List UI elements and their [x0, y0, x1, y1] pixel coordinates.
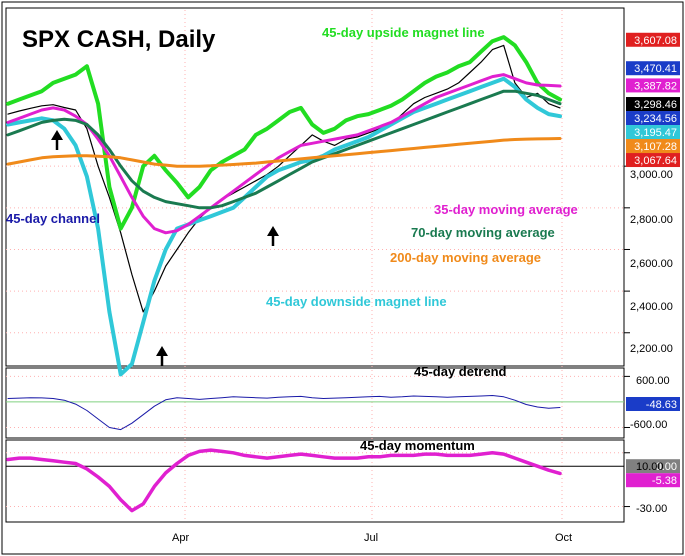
price-value-badge-7: 3,067.64	[626, 153, 680, 168]
momentum-value-badge-0: 0.00	[626, 459, 680, 474]
price-value-badge-4: 3,234.56	[626, 111, 680, 126]
x-tick-label-jul: Jul	[364, 532, 378, 544]
series-200-day-moving-average-line	[6, 137, 562, 168]
price-value-badge-text-5: 3,195.47	[634, 127, 677, 139]
price-value-badge-bg-2	[626, 78, 680, 93]
detrend-y-tick-label-minus600: -600.00	[630, 419, 667, 431]
price-value-badge-text-3: 3,298.46	[634, 99, 677, 111]
series-35-day-moving-average-line	[6, 73, 562, 235]
price-value-badge-3: 3,298.46	[626, 97, 680, 112]
price-value-badge-0: 3,607.08	[626, 32, 680, 47]
series-45-day-detrend-line	[7, 395, 561, 431]
series-45-day-downside-magnet-line-line	[6, 76, 562, 377]
price-value-badge-bg-6	[626, 139, 680, 154]
price-value-badge-text-6: 3,107.28	[634, 141, 677, 153]
momentum-y-tick-label-minus30: -30.00	[636, 503, 667, 515]
price-value-badge-text-1: 3,470.41	[634, 63, 677, 75]
chart-title: SPX CASH, Daily	[22, 26, 216, 53]
y-tick-label-3000: 3,000.00	[630, 169, 673, 181]
x-tick-label-apr: Apr	[172, 532, 189, 544]
price-value-badge-bg-1	[626, 61, 680, 76]
momentum-value-badge-text-0: 0.00	[656, 461, 677, 473]
price-value-badge-bg-7	[626, 153, 680, 168]
detrend-y-tick-label-600: 600.00	[636, 375, 670, 387]
annotation-35day-ma: 35-day moving average	[434, 202, 578, 217]
y-tick-label-2200: 2,200.00	[630, 343, 673, 355]
annotation-200day-ma: 200-day moving average	[390, 250, 541, 265]
annotation-downside-magnet: 45-day downside magnet line	[266, 294, 447, 309]
low-arrow-3	[267, 226, 279, 246]
price-value-badge-text-2: 3,387.82	[634, 80, 677, 92]
momentum-value-badge-1: -5.38	[626, 473, 680, 488]
annotation-upside-magnet: 45-day upside magnet line	[322, 25, 485, 40]
series-45-day-upside-magnet-line-line	[6, 35, 562, 231]
momentum-value-badge-text-1: -5.38	[652, 475, 677, 487]
detrend-panel-title: 45-day detrend	[414, 364, 507, 379]
price-value-badge-2: 3,387.82	[626, 78, 680, 93]
price-value-badge-5: 3,195.47	[626, 125, 680, 140]
y-tick-label-2400: 2,400.00	[630, 301, 673, 313]
price-value-badge-bg-0	[626, 32, 680, 47]
x-tick-label-oct: Oct	[555, 532, 572, 544]
price-value-badge-bg-4	[626, 111, 680, 126]
price-value-badge-bg-5	[626, 125, 680, 140]
price-value-badge-6: 3,107.28	[626, 139, 680, 154]
y-tick-label-2600: 2,600.00	[630, 258, 673, 270]
annotation-70day-ma: 70-day moving average	[411, 225, 555, 240]
price-panel-frame	[5, 7, 625, 367]
series-70-day-moving-average-line	[6, 89, 562, 210]
price-value-badge-1: 3,470.41	[626, 61, 680, 76]
low-arrow-1	[51, 130, 63, 150]
momentum-panel-title: 45-day momentum	[360, 438, 475, 453]
grid-layer	[6, 10, 630, 520]
label-layer: 3,607.08 3,470.41 3,387.82 3,298.46 3,234.56…	[626, 32, 680, 488]
momentum-value-badge-bg-0	[626, 459, 680, 474]
price-value-badge-bg-3	[626, 97, 680, 112]
momentum-panel-frame	[5, 439, 625, 523]
y-tick-label-2800: 2,800.00	[630, 214, 673, 226]
series-45-day-momentum-line	[6, 448, 562, 513]
price-value-badge-text-0: 3,607.08	[634, 35, 677, 47]
detrend-value-badge-bg-0	[626, 397, 680, 412]
price-value-badge-text-7: 3,067.64	[634, 155, 677, 167]
price-value-badge-text-4: 3,234.56	[634, 113, 677, 125]
momentum-value-badge-bg-1	[626, 473, 680, 488]
detrend-value-badge-text-0: -48.63	[646, 399, 677, 411]
low-arrow-2	[156, 346, 168, 366]
series-layer	[6, 35, 562, 513]
momentum-y-tick-label-10: 10.00	[636, 461, 664, 473]
annotation-channel: 45-day channel	[6, 211, 100, 226]
detrend-value-badge-0: -48.63	[626, 397, 680, 412]
